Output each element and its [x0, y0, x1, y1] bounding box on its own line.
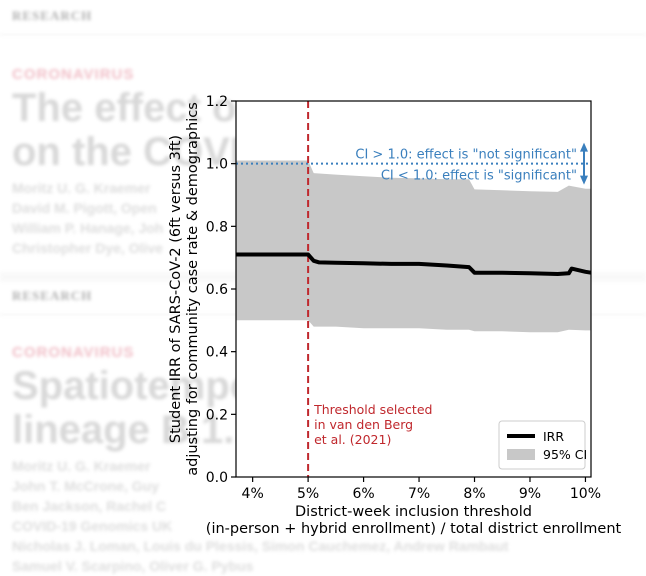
ci-band	[236, 160, 591, 333]
x-tick-label: 6%	[352, 486, 374, 502]
author-line: John T. McCrone, Guy	[12, 478, 160, 494]
author-line: Nicholas J. Loman, Louis du Plessis, Sim…	[12, 538, 509, 554]
y-tick-label: 0.8	[206, 219, 228, 235]
x-tick-label: 4%	[242, 486, 264, 502]
author-line: Moritz U. G. Kraemer	[12, 458, 151, 474]
threshold-annotation: Threshold selected	[313, 402, 432, 417]
y-axis-label: Student IRR of SARS-CoV-2 (6ft versus 3f…	[168, 135, 184, 443]
annotation-not-significant: CI > 1.0: effect is "not significant"	[355, 148, 577, 163]
annotation-significant: CI < 1.0: effect is "significant"	[381, 169, 577, 184]
arrow-up-icon	[580, 142, 588, 152]
headline-line: on the COVI	[12, 130, 241, 174]
threshold-annotation: in van den Berg	[314, 417, 413, 432]
headline-line: Spatiotempo	[12, 364, 255, 408]
legend-irr-label: IRR	[543, 429, 564, 444]
author-line: Ben Jackson, Rachel C	[12, 498, 167, 514]
author-list: Moritz U. G. Kraemer David M. Pigott, Op…	[12, 178, 163, 258]
y-tick-label: 0.2	[206, 407, 228, 423]
author-line: Christopher Dye, Olive	[12, 240, 163, 256]
author-line: COVID-19 Genomics UK	[12, 518, 173, 534]
x-tick-label: 10%	[570, 486, 601, 502]
y-tick-label: 1.2	[206, 94, 228, 110]
category-label: CORONAVIRUS	[12, 66, 135, 83]
headline: Spatiotempo lineage B.1.1	[12, 364, 257, 452]
x-axis-label: (in-person + hybrid enrollment) / total …	[206, 521, 622, 537]
x-tick-label: 7%	[408, 486, 430, 502]
headline-line: The effect o	[12, 86, 237, 130]
x-tick-label: 5%	[297, 486, 319, 502]
author-line: David M. Pigott, Open	[12, 200, 157, 216]
y-tick-label: 0.6	[206, 282, 228, 298]
chart-svg: 0.0 0.2 0.4 0.6 0.8 1.0 1.2 4% 5% 6% 7% 8% 9% 10% Dist…	[168, 94, 622, 537]
headline-line: lineage B.1.1	[12, 408, 257, 452]
author-list: Moritz U. G. Kraemer John T. McCrone, Gu…	[12, 456, 509, 576]
x-axis-label: District-week inclusion threshold	[295, 504, 532, 520]
y-tick-label: 0.0	[206, 470, 228, 486]
y-axis-label: adjusting for community case rate & demo…	[185, 102, 201, 476]
section-label: RESEARCH	[12, 8, 93, 23]
section-label: RESEARCH	[12, 288, 93, 303]
y-tick-label: 1.0	[206, 157, 228, 173]
author-line: Samuel V. Scarpino, Oliver G. Pybus	[12, 558, 254, 574]
irr-series-line	[236, 252, 592, 276]
legend-ci-label: 95% CI	[543, 447, 587, 462]
threshold-annotation: et al. (2021)	[314, 432, 391, 447]
legend-ci-swatch	[507, 449, 535, 460]
headline: The effect o on the COVI	[12, 86, 241, 174]
x-tick-label: 8%	[463, 486, 485, 502]
author-line: Moritz U. G. Kraemer	[12, 180, 151, 196]
y-tick-label: 0.4	[206, 345, 228, 361]
arrow-down-icon	[580, 175, 588, 185]
x-tick-label: 9%	[519, 486, 541, 502]
author-line: William P. Hanage, Joh	[12, 220, 164, 236]
category-label: CORONAVIRUS	[12, 344, 135, 361]
divider	[0, 34, 646, 35]
irr-chart: 0.0 0.2 0.4 0.6 0.8 1.0 1.2 4% 5% 6% 7% 8% 9% 10% Dist…	[155, 84, 646, 540]
